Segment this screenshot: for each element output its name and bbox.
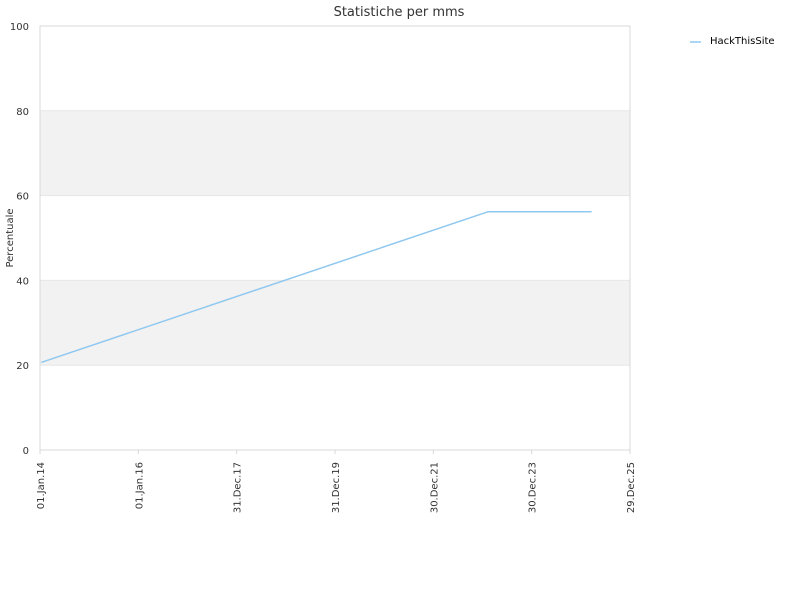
x-tick-label: 29.Dec.25 (626, 462, 637, 513)
x-tick-label: 30.Dec.23 (528, 462, 539, 513)
x-axis-ticks: 01.Jan.14 01.Jan.16 31.Dec.17 31.Dec.19 30.D… (36, 450, 637, 513)
x-tick-label: 01.Jan.16 (134, 462, 145, 509)
plot-frame (39, 25, 631, 451)
grid-band (40, 280, 630, 366)
chart-title: Statistiche per mms (334, 5, 465, 20)
legend[interactable]: HackThisSite (690, 36, 775, 47)
y-tick-label: 0 (23, 446, 29, 457)
gridlines (40, 25, 630, 451)
y-tick-label: 40 (16, 276, 29, 287)
series-layer (41, 210, 592, 363)
y-tick-label: 60 (16, 192, 29, 203)
x-tick-label: 31.Dec.19 (331, 462, 342, 513)
y-tick-label: 100 (10, 22, 29, 33)
x-tick-label: 01.Jan.14 (36, 462, 47, 509)
y-tick-label: 20 (16, 361, 29, 372)
grid-band (40, 110, 630, 196)
series-line-hackthissite[interactable] (41, 210, 592, 363)
x-tick-label: 31.Dec.17 (233, 462, 244, 513)
y-tick-label: 80 (16, 107, 29, 118)
y-axis-label: Percentuale (5, 208, 16, 267)
x-tick-label: 30.Dec.21 (429, 462, 440, 513)
legend-label-hackthissite[interactable]: HackThisSite (710, 36, 775, 47)
background-bands (40, 110, 630, 366)
y-axis-ticks: 0 20 40 60 80 100 (10, 22, 29, 457)
